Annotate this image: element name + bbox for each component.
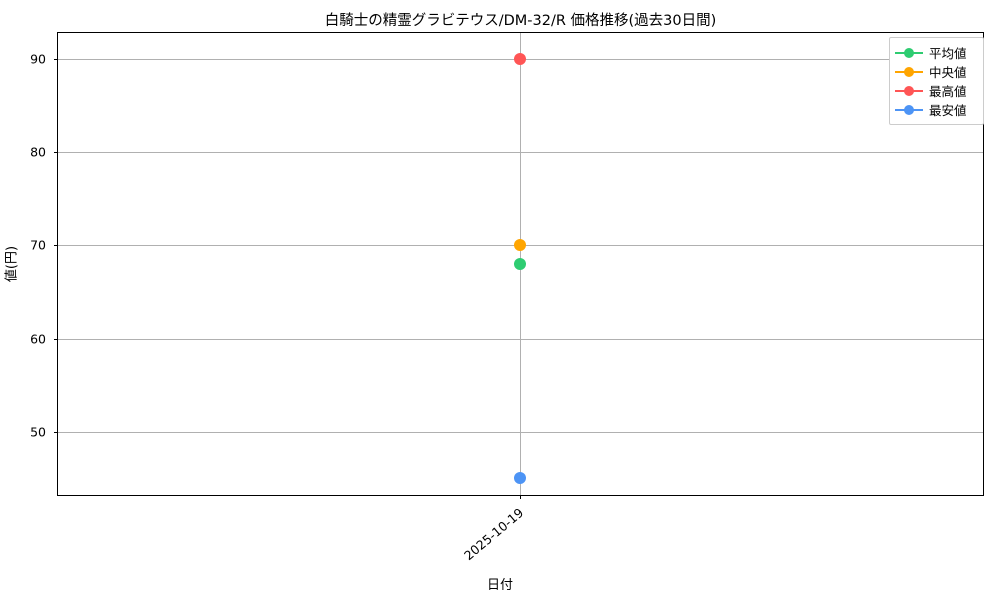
legend-item-median[interactable]: 中央値 bbox=[895, 62, 977, 81]
ytick-label-90: 90 bbox=[30, 51, 46, 67]
ytick-label-70: 70 bbox=[30, 237, 46, 253]
legend-label-average: 平均値 bbox=[929, 46, 967, 61]
legend-item-max[interactable]: 最高値 bbox=[895, 81, 977, 100]
legend-label-median: 中央値 bbox=[929, 65, 967, 80]
legend-label-max: 最高値 bbox=[929, 84, 967, 99]
legend-marker-median-icon bbox=[895, 66, 923, 78]
plot-area: 90 80 70 60 50 bbox=[30, 32, 984, 499]
ytick-label-80: 80 bbox=[30, 144, 46, 160]
data-point-average[interactable] bbox=[514, 258, 526, 270]
legend-marker-min-icon bbox=[895, 104, 923, 116]
legend-marker-max-icon bbox=[895, 85, 923, 97]
ytick-mark-90: 90 bbox=[30, 52, 58, 67]
legend-marker-average-icon bbox=[895, 47, 923, 59]
legend: 平均値 中央値 最高値 最安値 bbox=[889, 37, 984, 125]
data-point-max[interactable] bbox=[514, 53, 526, 65]
data-point-median[interactable] bbox=[514, 239, 526, 251]
ytick-mark-70: 70 bbox=[30, 238, 58, 253]
x-axis-title: 日付 bbox=[486, 578, 513, 593]
data-point-min[interactable] bbox=[514, 472, 526, 484]
legend-label-min: 最安値 bbox=[929, 103, 967, 118]
legend-item-average[interactable]: 平均値 bbox=[895, 43, 977, 62]
ytick-mark-50: 50 bbox=[30, 425, 58, 440]
xtick-label-2025-10-19: 2025-10-19 bbox=[461, 505, 527, 564]
legend-item-min[interactable]: 最安値 bbox=[895, 100, 977, 119]
ytick-label-50: 50 bbox=[30, 424, 46, 440]
chart-title: 白騎士の精霊グラビテウス/DM-32/R 価格推移(過去30日間) bbox=[324, 13, 717, 29]
ytick-mark-80: 80 bbox=[30, 145, 58, 160]
y-axis-title: 値(円) bbox=[4, 245, 20, 283]
xtick-mark-2025-10-19 bbox=[520, 495, 521, 499]
ytick-label-60: 60 bbox=[30, 331, 46, 347]
ytick-mark-60: 60 bbox=[30, 332, 58, 347]
